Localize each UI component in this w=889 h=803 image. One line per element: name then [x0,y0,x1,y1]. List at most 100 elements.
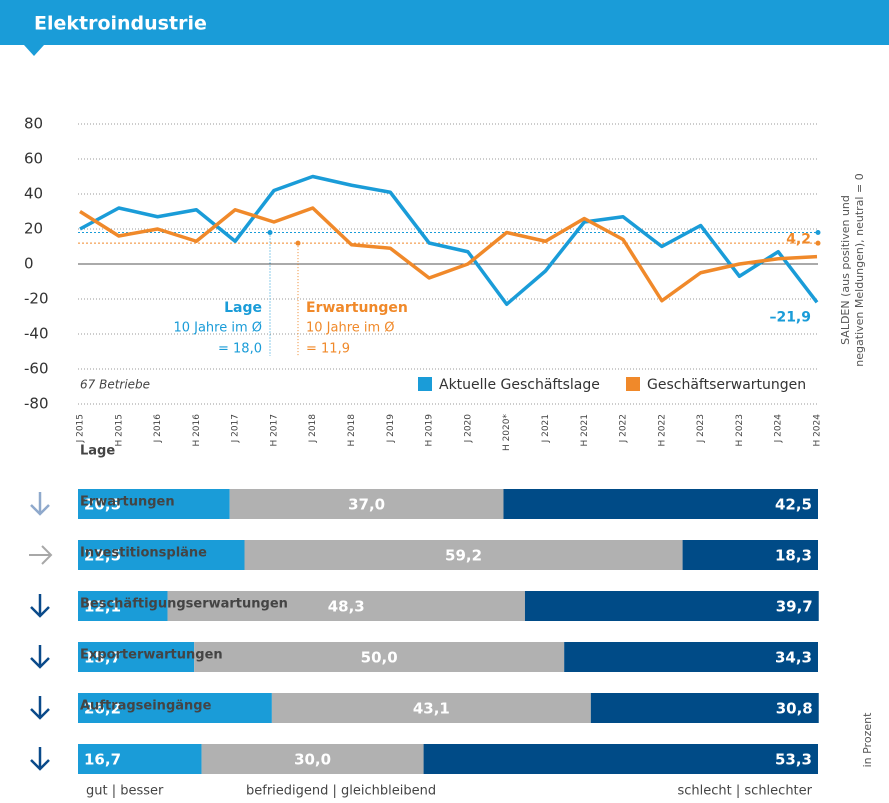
x-tick-label: J 2020 [463,414,473,444]
segment-label: 16,7 [84,751,121,769]
y-axis-label: SALDEN (aus positiven und [839,195,852,345]
segment-label: 37,0 [348,496,385,514]
segment-label: 59,2 [445,547,482,565]
x-tick-label: H 2018 [347,414,357,447]
trend-arrow [29,545,53,565]
y-tick-label: -80 [24,395,49,413]
x-tick-label: J 2019 [386,414,396,444]
x-tick-label: J 2017 [231,414,241,443]
bar-segment [423,744,818,774]
trend-arrow [30,747,50,771]
bar-segment [524,591,819,621]
bar-segment [194,642,565,672]
x-tick-label: H 2017 [269,414,279,447]
segment-label: 34,3 [775,649,812,667]
segment-label: 43,1 [413,700,450,718]
header-title: Elektroindustrie [34,13,207,35]
segment-label: 26,2 [84,700,121,718]
x-tick-label: H 2016 [192,414,202,447]
x-tick-label: H 2022 [657,414,667,447]
category-label: Investitionspläne [80,546,207,561]
bar-segment [503,489,818,519]
segment-label: 48,3 [328,598,365,616]
segment-label: 15,7 [84,649,121,667]
average-note: 10 Jahre im Ø [306,321,395,336]
x-tick-label: J 2018 [308,414,318,444]
bar-segment [271,693,591,723]
legend-swatch [626,377,640,391]
y-tick-label: 0 [24,255,34,273]
y-tick-label: -40 [24,325,49,343]
y-tick-label: 20 [24,220,43,238]
x-tick-label: J 2016 [153,414,163,444]
header-pointer [24,45,44,56]
y-tick-label: -20 [24,290,49,308]
bar-segment [682,540,818,570]
y-tick-label: 40 [24,185,43,203]
x-tick-label: H 2021 [580,414,590,447]
y-tick-label: 80 [24,115,43,133]
average-label: = 18,0 [218,342,262,357]
category-label: Beschäftigungserwartungen [80,597,288,612]
segment-label: 39,7 [776,598,813,616]
bar-segment [78,744,202,774]
x-tick-label: J 2021 [541,414,551,443]
category-label: Auftragseingänge [80,699,212,714]
y-tick-label: -60 [24,360,49,378]
segment-label: 20,5 [84,496,121,514]
average-name: Lage [224,300,262,316]
bar-segment [167,591,525,621]
segment-label: 12,1 [84,598,121,616]
category-label: Erwartungen [80,495,175,510]
average-end [815,230,821,235]
bar-segment [244,540,683,570]
bar-segment [78,642,195,672]
average-name: Erwartungen [306,300,408,316]
bar-segment [201,744,424,774]
segment-label: 30,8 [776,700,813,718]
legend-label: befriedigend | gleichbleibend [246,784,436,799]
data-label: 4,2 [786,232,811,248]
bar-segment [78,540,245,570]
segment-label: 30,0 [294,751,331,769]
bar-segment [564,642,818,672]
x-tick-label: H 2023 [735,414,745,447]
bar-segment [229,489,504,519]
bar-segment [590,693,819,723]
legend-label: gut | besser [86,784,164,799]
trend-arrow [30,645,50,669]
average-note: 10 Jahre im Ø [173,321,262,336]
trend-arrow [30,594,50,618]
trend-arrow [30,696,50,720]
legend-label: schlecht | schlechter [678,784,813,799]
average-dot [267,230,273,235]
x-tick-label: H 2020* [502,414,512,452]
average-label: = 11,9 [306,342,350,357]
legend-label: Aktuelle Geschäftslage [439,377,600,393]
data-label: –21,9 [769,309,811,325]
legend-swatch [418,377,432,391]
average-end [815,240,821,246]
x-tick-label: J 2022 [619,414,629,443]
bar-segment [78,489,230,519]
x-tick-label: J 2015 [76,414,86,443]
x-tick-label: H 2024 [813,414,823,447]
bar-segment [78,591,168,621]
annotation: 67 Betriebe [80,378,150,392]
series-line [79,206,818,303]
category-label: Lage [80,444,115,459]
segment-label: 50,0 [361,649,398,667]
segment-label: 53,3 [775,751,812,769]
y-tick-label: 60 [24,150,43,168]
bar-segment [78,693,272,723]
segment-label: 22,5 [84,547,121,565]
series-line [79,174,819,306]
x-tick-label: J 2024 [774,414,784,444]
x-tick-label: H 2019 [425,414,435,447]
x-tick-label: J 2023 [696,414,706,443]
y-axis-label: negativen Meldungen), neutral = 0 [853,173,866,366]
average-dot [295,240,301,246]
legend-label: Geschäftserwartungen [647,377,806,393]
